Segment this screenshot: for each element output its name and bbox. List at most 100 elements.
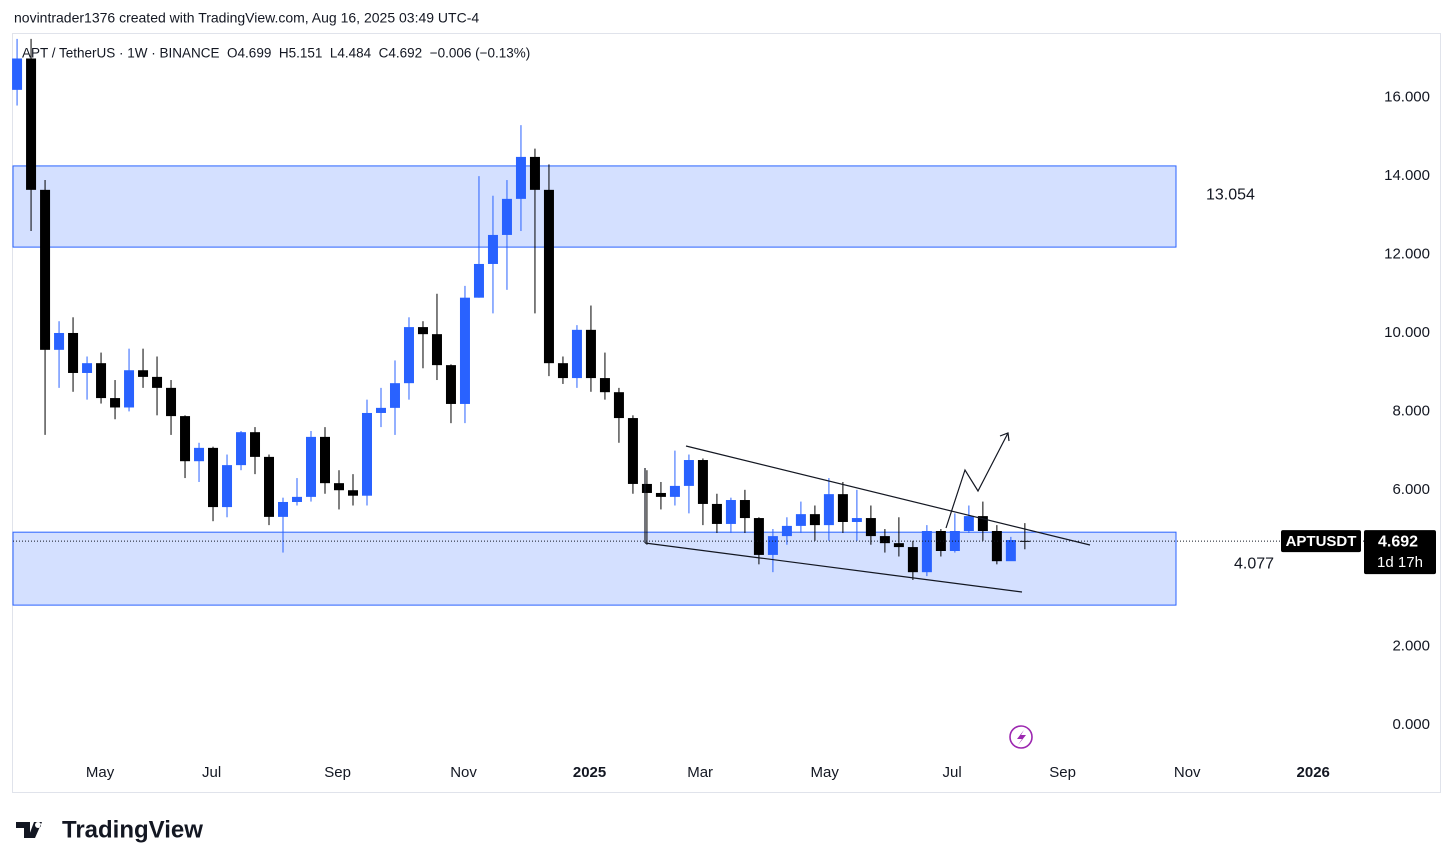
zone-level: 4.077 — [1234, 555, 1274, 572]
candle-body — [683, 460, 694, 486]
candle-body — [781, 525, 792, 537]
candle-body — [921, 530, 932, 573]
y-tick-label: 16.000 — [1384, 89, 1430, 106]
candle-body — [54, 332, 65, 350]
candle-body — [292, 496, 303, 502]
brand-name: TradingView — [62, 816, 203, 843]
y-tick-label: 14.000 — [1384, 167, 1430, 184]
candle-body — [375, 407, 386, 413]
candle-body — [26, 58, 37, 190]
x-tick-label: May — [86, 764, 115, 781]
candle-body — [110, 398, 121, 408]
candle-body — [473, 263, 484, 298]
symbol-tag-label: APTUSDT — [1286, 533, 1357, 550]
candle-body — [347, 490, 358, 496]
candle-body — [767, 536, 778, 555]
candle-body — [879, 536, 890, 544]
candle-body — [180, 416, 191, 462]
candle-body — [515, 156, 526, 199]
candle-body — [459, 297, 470, 404]
brand: TradingView — [16, 816, 203, 843]
candle-body — [320, 436, 330, 484]
x-tick-label: Mar — [687, 764, 713, 781]
candle-body — [599, 378, 610, 393]
candle-body — [250, 432, 261, 457]
candle-body — [725, 500, 736, 524]
symbol-tag — [1281, 530, 1361, 553]
candle-body — [333, 483, 344, 491]
candle-body — [529, 156, 540, 190]
legend: APT / TetherUS · 1W · BINANCE O4.699 H5.… — [22, 46, 530, 61]
candle-body — [152, 376, 163, 388]
candle-body — [82, 363, 93, 373]
projection-arrow — [945, 432, 1009, 529]
candle-body — [389, 383, 400, 408]
trend-line — [685, 445, 1091, 546]
candle-body — [501, 198, 512, 235]
y-tick-label: 8.000 — [1392, 402, 1430, 419]
candle-body — [12, 58, 23, 90]
candle-body — [166, 387, 177, 417]
candle-body — [417, 327, 428, 335]
candle-body — [445, 365, 456, 404]
candle-body — [991, 530, 1002, 562]
attribution: novintrader1376 created with TradingView… — [14, 10, 479, 26]
candle-body — [208, 447, 219, 508]
candle-body — [739, 500, 750, 519]
x-tick-label: 2025 — [573, 764, 606, 781]
candle-body — [851, 518, 862, 522]
x-tick-label: Nov — [450, 764, 477, 781]
candle-body — [278, 501, 289, 517]
candle-body — [236, 432, 247, 466]
zone-level: 13.054 — [1206, 186, 1255, 203]
candle-body — [907, 547, 918, 573]
candle-body — [697, 460, 708, 504]
candle-body — [40, 189, 51, 350]
candle-body — [124, 370, 135, 408]
zone — [12, 531, 1177, 606]
candle-body — [669, 485, 680, 497]
x-tick-label: May — [811, 764, 840, 781]
chart-frame — [12, 33, 1441, 793]
candle-body — [977, 516, 988, 531]
candle-body — [264, 456, 275, 517]
candle-body — [949, 530, 960, 551]
y-tick-label: 12.000 — [1384, 246, 1430, 263]
candle-body — [865, 518, 876, 537]
candle-body — [837, 494, 848, 522]
x-tick-label: Nov — [1174, 764, 1201, 781]
x-tick-label: Sep — [1049, 764, 1076, 781]
candle-body — [809, 514, 820, 526]
drawings — [644, 432, 1091, 593]
candle-body — [487, 234, 498, 264]
candle-body — [627, 418, 638, 484]
candle-body — [222, 465, 233, 508]
y-tick-label: 2.000 — [1392, 638, 1430, 655]
x-tick-label: Jul — [202, 764, 221, 781]
candle-body — [543, 189, 554, 364]
candle-body — [613, 392, 624, 419]
x-tick-label: Jul — [942, 764, 961, 781]
candle-body — [138, 370, 149, 377]
candle-body — [711, 503, 722, 524]
candle-body — [893, 543, 904, 548]
candle-body — [96, 363, 107, 399]
x-tick-label: 2026 — [1297, 764, 1330, 781]
replay-icon — [1009, 725, 1033, 749]
candle-body — [963, 516, 974, 531]
y-tick-label: 10.000 — [1384, 324, 1430, 341]
y-tick-label: 6.000 — [1392, 481, 1430, 498]
price-tag — [1364, 530, 1436, 575]
zone — [12, 165, 1177, 248]
candle-body — [823, 494, 834, 526]
candle-body — [655, 492, 666, 497]
trend-line — [644, 542, 1023, 593]
arrow-head — [999, 432, 1010, 442]
candle-body — [361, 412, 372, 496]
candle-body — [571, 329, 582, 379]
candle-body — [641, 483, 652, 493]
x-tick-label: Sep — [324, 764, 351, 781]
candle-body — [403, 327, 414, 384]
candle-body — [585, 329, 596, 379]
